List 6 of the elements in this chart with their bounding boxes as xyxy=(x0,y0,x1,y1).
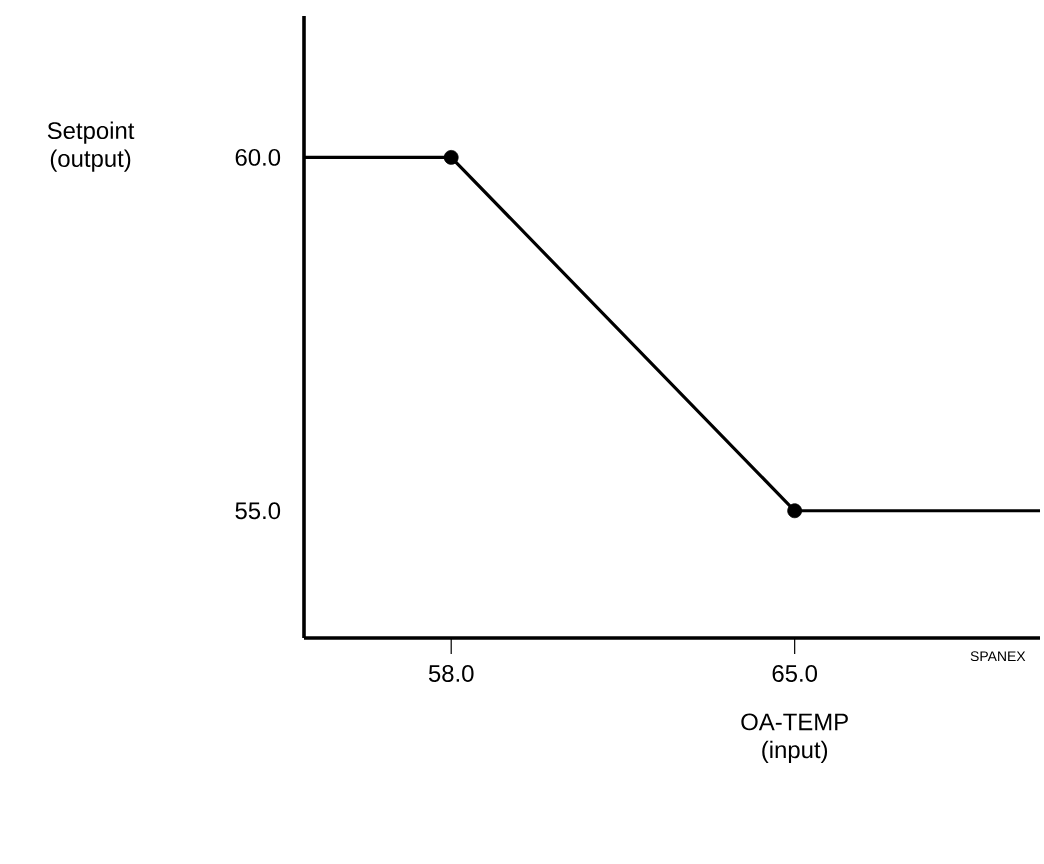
y-tick-label: 55.0 xyxy=(235,502,281,520)
y-tick-label: 60.0 xyxy=(235,148,281,166)
x-tick-label: 65.0 xyxy=(772,664,818,682)
y-axis-title: Setpoint (output) xyxy=(47,121,135,172)
x-tick-label: 58.0 xyxy=(428,664,474,682)
x-axis-title: OA-TEMP (input) xyxy=(741,713,848,764)
